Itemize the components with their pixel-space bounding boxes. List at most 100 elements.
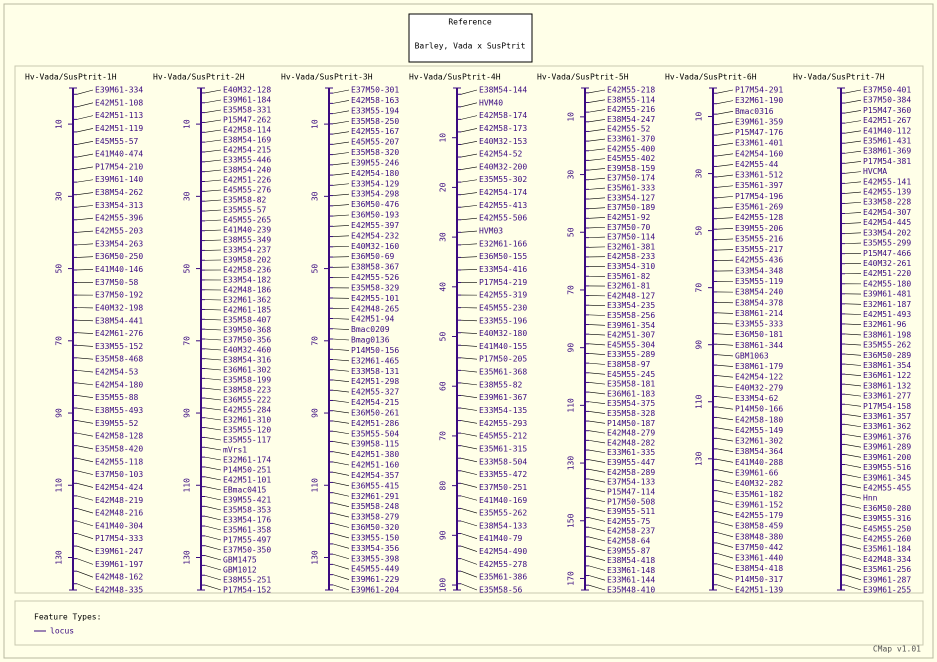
connector bbox=[76, 583, 94, 591]
feature-label: E40M32-180 bbox=[479, 329, 527, 338]
feature-label: E38M58-97 bbox=[607, 360, 651, 369]
feature-label: GBM1012 bbox=[223, 566, 257, 575]
feature-label: E42M58-64 bbox=[607, 536, 651, 545]
feature-label: P17M54-219 bbox=[479, 278, 527, 287]
connector bbox=[844, 242, 862, 244]
connector bbox=[460, 370, 478, 373]
connector bbox=[332, 543, 350, 549]
feature-label: E33M54-263 bbox=[95, 239, 143, 248]
connector bbox=[204, 179, 222, 182]
connector bbox=[460, 192, 478, 195]
feature-label: E42M55-218 bbox=[607, 86, 655, 95]
connector bbox=[76, 395, 94, 398]
connector bbox=[588, 99, 606, 103]
feature-label: E32M61-187 bbox=[863, 300, 911, 309]
connector bbox=[716, 490, 734, 495]
feature-label: E35M58-468 bbox=[95, 355, 143, 364]
connector bbox=[716, 110, 734, 115]
tick-label: 110 bbox=[311, 478, 320, 493]
feature-label: E38M54-441 bbox=[95, 316, 143, 325]
feature-label: E36M50-261 bbox=[351, 408, 399, 417]
connector bbox=[716, 206, 734, 209]
feature-label: E42M54-215 bbox=[223, 146, 271, 155]
connector bbox=[588, 138, 606, 142]
feature-label: E39M61-229 bbox=[351, 575, 399, 584]
title-box bbox=[408, 13, 533, 63]
feature-label: GBM1063 bbox=[735, 351, 769, 360]
feature-label: E45M55-207 bbox=[351, 138, 399, 147]
connector bbox=[844, 89, 862, 94]
feature-label: E42M54-307 bbox=[863, 208, 911, 217]
feature-label: E35M58-181 bbox=[607, 380, 655, 389]
feature-label: E38M54-418 bbox=[735, 564, 783, 573]
connector bbox=[844, 474, 862, 479]
connector bbox=[204, 139, 222, 143]
tick-label: 20 bbox=[439, 182, 448, 192]
connector bbox=[204, 89, 222, 94]
connector bbox=[716, 354, 734, 357]
feature-label: E36M50-181 bbox=[735, 330, 783, 339]
feature-label: E39M61-481 bbox=[863, 290, 911, 299]
connector bbox=[460, 332, 478, 334]
connector bbox=[332, 120, 350, 125]
connector bbox=[588, 555, 606, 561]
feature-label: E38M54-247 bbox=[607, 115, 655, 124]
connector bbox=[204, 506, 222, 511]
connector bbox=[204, 129, 222, 133]
feature-label: E42M61-185 bbox=[223, 306, 271, 315]
feature-label: E37M50-58 bbox=[95, 278, 139, 287]
connector bbox=[76, 205, 94, 208]
connector bbox=[588, 575, 606, 581]
connector bbox=[844, 574, 862, 581]
connector bbox=[588, 488, 606, 493]
feature-label: E41M40-79 bbox=[479, 534, 523, 543]
connector bbox=[844, 564, 862, 570]
feature-label: E37M50-442 bbox=[735, 543, 783, 552]
feature-label: E42M55-101 bbox=[351, 294, 399, 303]
feature-label: E42M58-173 bbox=[479, 124, 527, 133]
feature-label: E33M61-148 bbox=[607, 566, 655, 575]
feature-label: P17M54-333 bbox=[95, 534, 143, 543]
connector bbox=[332, 574, 350, 580]
connector bbox=[844, 333, 862, 336]
feature-label: E40M32-153 bbox=[479, 137, 527, 146]
tick-label: 50 bbox=[695, 226, 704, 236]
connector bbox=[204, 358, 222, 361]
connector bbox=[76, 445, 94, 450]
feature-label: E42M48-216 bbox=[95, 509, 143, 518]
feature-label: E42M55-413 bbox=[479, 201, 527, 210]
connector bbox=[844, 201, 862, 204]
feature-label: P17M50-205 bbox=[479, 355, 527, 364]
feature-label: E33M55-289 bbox=[607, 350, 655, 359]
connector bbox=[332, 328, 350, 330]
feature-label: E39M61-204 bbox=[351, 586, 399, 595]
connector bbox=[332, 430, 350, 435]
feature-label: E41M40-288 bbox=[735, 458, 783, 467]
feature-label: E38M54-418 bbox=[607, 556, 655, 565]
tick-label: 70 bbox=[55, 336, 64, 346]
connector bbox=[204, 486, 222, 491]
connector bbox=[716, 196, 734, 199]
feature-label: E36M50-155 bbox=[479, 252, 527, 261]
feature-label: E32M61-81 bbox=[607, 282, 651, 291]
feature-label: E39M61-345 bbox=[863, 473, 911, 482]
feature-label: E42M55-455 bbox=[863, 483, 911, 492]
feature-label: E42M48-162 bbox=[95, 573, 143, 582]
tick-label: 50 bbox=[183, 264, 192, 274]
connector bbox=[76, 457, 94, 463]
connector bbox=[844, 393, 862, 397]
feature-label: E33M61-512 bbox=[735, 171, 783, 180]
connector bbox=[76, 432, 94, 437]
feature-label: E33M54-416 bbox=[479, 265, 527, 274]
feature-label: P17M55-497 bbox=[223, 536, 271, 545]
feature-label: P17M50-508 bbox=[607, 497, 655, 506]
connector bbox=[204, 545, 222, 551]
connector bbox=[588, 497, 606, 503]
connector bbox=[76, 256, 94, 258]
feature-label: E39M61-359 bbox=[735, 117, 783, 126]
connector bbox=[204, 466, 222, 471]
connector bbox=[716, 427, 734, 431]
connector bbox=[204, 427, 222, 431]
feature-label: E42M58-174 bbox=[479, 111, 527, 120]
